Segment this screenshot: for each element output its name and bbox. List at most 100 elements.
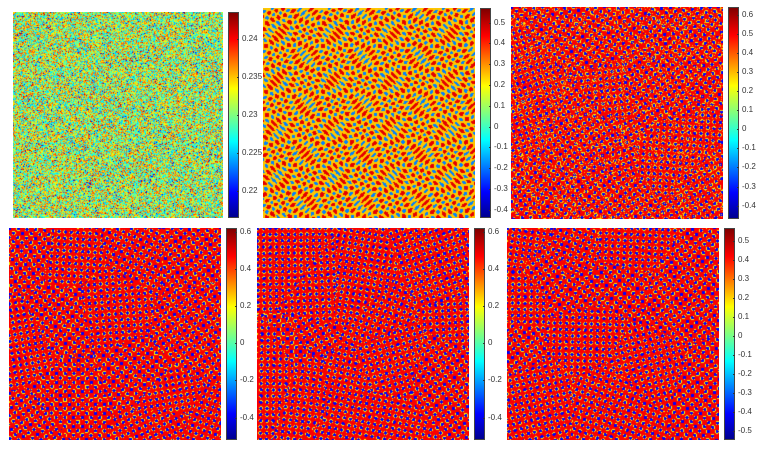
colorbar-tick-mark bbox=[483, 268, 485, 270]
colorbar-tick-mark bbox=[489, 43, 491, 45]
colorbar-tick-mark bbox=[235, 343, 237, 345]
colorbar-tick-mark bbox=[733, 316, 735, 318]
colorbar-tick-mark bbox=[235, 380, 237, 382]
colorbar-tick-label: 0.5 bbox=[494, 17, 506, 27]
colorbar-tick-mark bbox=[483, 380, 485, 382]
colorbar-tick-mark bbox=[489, 168, 491, 170]
colorbar-tick-mark bbox=[733, 411, 735, 413]
field-image-6 bbox=[507, 228, 719, 440]
colorbar-tick-label: 0.4 bbox=[738, 255, 750, 265]
colorbar-tick-label: 0 bbox=[738, 330, 743, 340]
colorbar-tick-label: 0.6 bbox=[240, 226, 252, 236]
colorbar-tick-label: 0.3 bbox=[494, 59, 506, 69]
colorbar-tick-mark bbox=[733, 260, 735, 262]
colorbar-tick-mark bbox=[237, 38, 239, 40]
field-image-3 bbox=[511, 7, 723, 219]
field-image-5 bbox=[257, 228, 469, 440]
colorbar-tick-mark bbox=[489, 22, 491, 24]
colorbar-tick-label: 0.1 bbox=[738, 311, 750, 321]
field-image-2 bbox=[263, 8, 475, 218]
colorbar-tick-mark bbox=[235, 231, 237, 233]
colorbar-tick-mark bbox=[235, 306, 237, 308]
colorbar-tick-label: 0 bbox=[742, 124, 747, 134]
colorbar-tick-mark bbox=[733, 392, 735, 394]
colorbar-tick-label: 0 bbox=[494, 121, 499, 131]
colorbar-tick-mark bbox=[483, 231, 485, 233]
colorbar-tick-label: 0.6 bbox=[488, 226, 500, 236]
colorbar-tick-mark bbox=[737, 33, 739, 35]
colorbar-tick-mark bbox=[737, 91, 739, 93]
colorbar-tick-mark bbox=[737, 71, 739, 73]
field-image-1 bbox=[13, 12, 223, 218]
colorbar-tick-mark bbox=[737, 167, 739, 169]
colorbar-tick-mark bbox=[733, 430, 735, 432]
colorbar-tick-label: 0.4 bbox=[488, 263, 500, 273]
colorbar-tick-mark bbox=[733, 298, 735, 300]
colorbar-tick-mark bbox=[237, 115, 239, 116]
colorbar-tick-mark bbox=[737, 186, 739, 188]
colorbar-tick-label: -0.2 bbox=[488, 375, 502, 385]
colorbar-3 bbox=[728, 7, 739, 219]
colorbar-tick-mark bbox=[737, 52, 739, 54]
colorbar-tick-label: 0.23 bbox=[242, 110, 258, 119]
colorbar-tick-mark bbox=[733, 335, 735, 337]
colorbar-tick-label: -0.1 bbox=[494, 142, 508, 152]
colorbar-tick-mark bbox=[489, 64, 491, 66]
colorbar-tick-label: -0.2 bbox=[738, 368, 752, 378]
colorbar-tick-mark bbox=[235, 417, 237, 419]
field-image-4 bbox=[9, 228, 221, 440]
colorbar-tick-label: 0.2 bbox=[494, 79, 506, 89]
colorbar-tick-mark bbox=[237, 76, 239, 78]
colorbar-tick-label: 0.2 bbox=[742, 86, 754, 96]
colorbar-tick-mark bbox=[483, 306, 485, 308]
colorbar-tick-label: -0.3 bbox=[742, 181, 756, 191]
colorbar-5 bbox=[474, 228, 485, 440]
colorbar-tick-label: 0.3 bbox=[742, 66, 754, 76]
colorbar-tick-label: -0.4 bbox=[738, 406, 752, 416]
colorbar-tick-label: 0.3 bbox=[738, 274, 750, 284]
colorbar-tick-label: 0.4 bbox=[742, 47, 754, 57]
colorbar-tick-label: -0.3 bbox=[494, 183, 508, 193]
colorbar-tick-mark bbox=[733, 279, 735, 281]
colorbar-tick-label: 0.2 bbox=[240, 301, 252, 311]
colorbar-tick-label: -0.5 bbox=[738, 425, 752, 435]
colorbar-tick-label: -0.4 bbox=[742, 200, 756, 210]
colorbar-tick-label: 0.4 bbox=[494, 38, 506, 48]
colorbar-tick-mark bbox=[489, 209, 491, 211]
colorbar-4 bbox=[226, 228, 237, 440]
colorbar-tick-label: 0.22 bbox=[242, 186, 258, 196]
colorbar-tick-mark bbox=[489, 105, 491, 107]
colorbar-tick-label: 0.1 bbox=[742, 105, 754, 115]
colorbar-tick-mark bbox=[737, 129, 739, 131]
colorbar-tick-mark bbox=[483, 343, 485, 345]
colorbar-2 bbox=[480, 8, 491, 218]
colorbar-tick-mark bbox=[489, 84, 491, 86]
colorbar-tick-mark bbox=[737, 148, 739, 150]
colorbar-tick-label: -0.1 bbox=[738, 349, 752, 359]
colorbar-tick-label: -0.1 bbox=[742, 143, 756, 153]
colorbar-tick-label: 0.5 bbox=[738, 236, 750, 246]
colorbar-tick-mark bbox=[237, 191, 239, 193]
colorbar-tick-label: -0.4 bbox=[240, 412, 254, 422]
colorbar-tick-label: 0 bbox=[240, 338, 245, 348]
colorbar-tick-label: 0.2 bbox=[738, 293, 750, 303]
colorbar-tick-label: 0.1 bbox=[494, 100, 506, 110]
colorbar-tick-label: -0.2 bbox=[742, 162, 756, 172]
colorbar-tick-label: -0.2 bbox=[494, 163, 508, 173]
colorbar-6 bbox=[724, 228, 735, 440]
colorbar-tick-mark bbox=[737, 14, 739, 16]
colorbar-tick-mark bbox=[489, 147, 491, 149]
colorbar-tick-label: -0.4 bbox=[488, 412, 502, 422]
colorbar-tick-mark bbox=[489, 126, 491, 128]
colorbar-tick-mark bbox=[483, 417, 485, 419]
colorbar-tick-label: 0.24 bbox=[242, 33, 258, 43]
colorbar-tick-mark bbox=[235, 268, 237, 270]
colorbar-tick-label: 0.235 bbox=[242, 71, 263, 81]
colorbar-tick-label: -0.2 bbox=[240, 375, 254, 385]
colorbar-tick-label: 0.6 bbox=[742, 9, 754, 19]
colorbar-tick-label: 0 bbox=[488, 338, 493, 348]
colorbar-tick-mark bbox=[733, 373, 735, 375]
colorbar-tick-mark bbox=[733, 241, 735, 243]
colorbar-tick-label: -0.3 bbox=[738, 387, 752, 397]
colorbar-tick-mark bbox=[733, 354, 735, 356]
